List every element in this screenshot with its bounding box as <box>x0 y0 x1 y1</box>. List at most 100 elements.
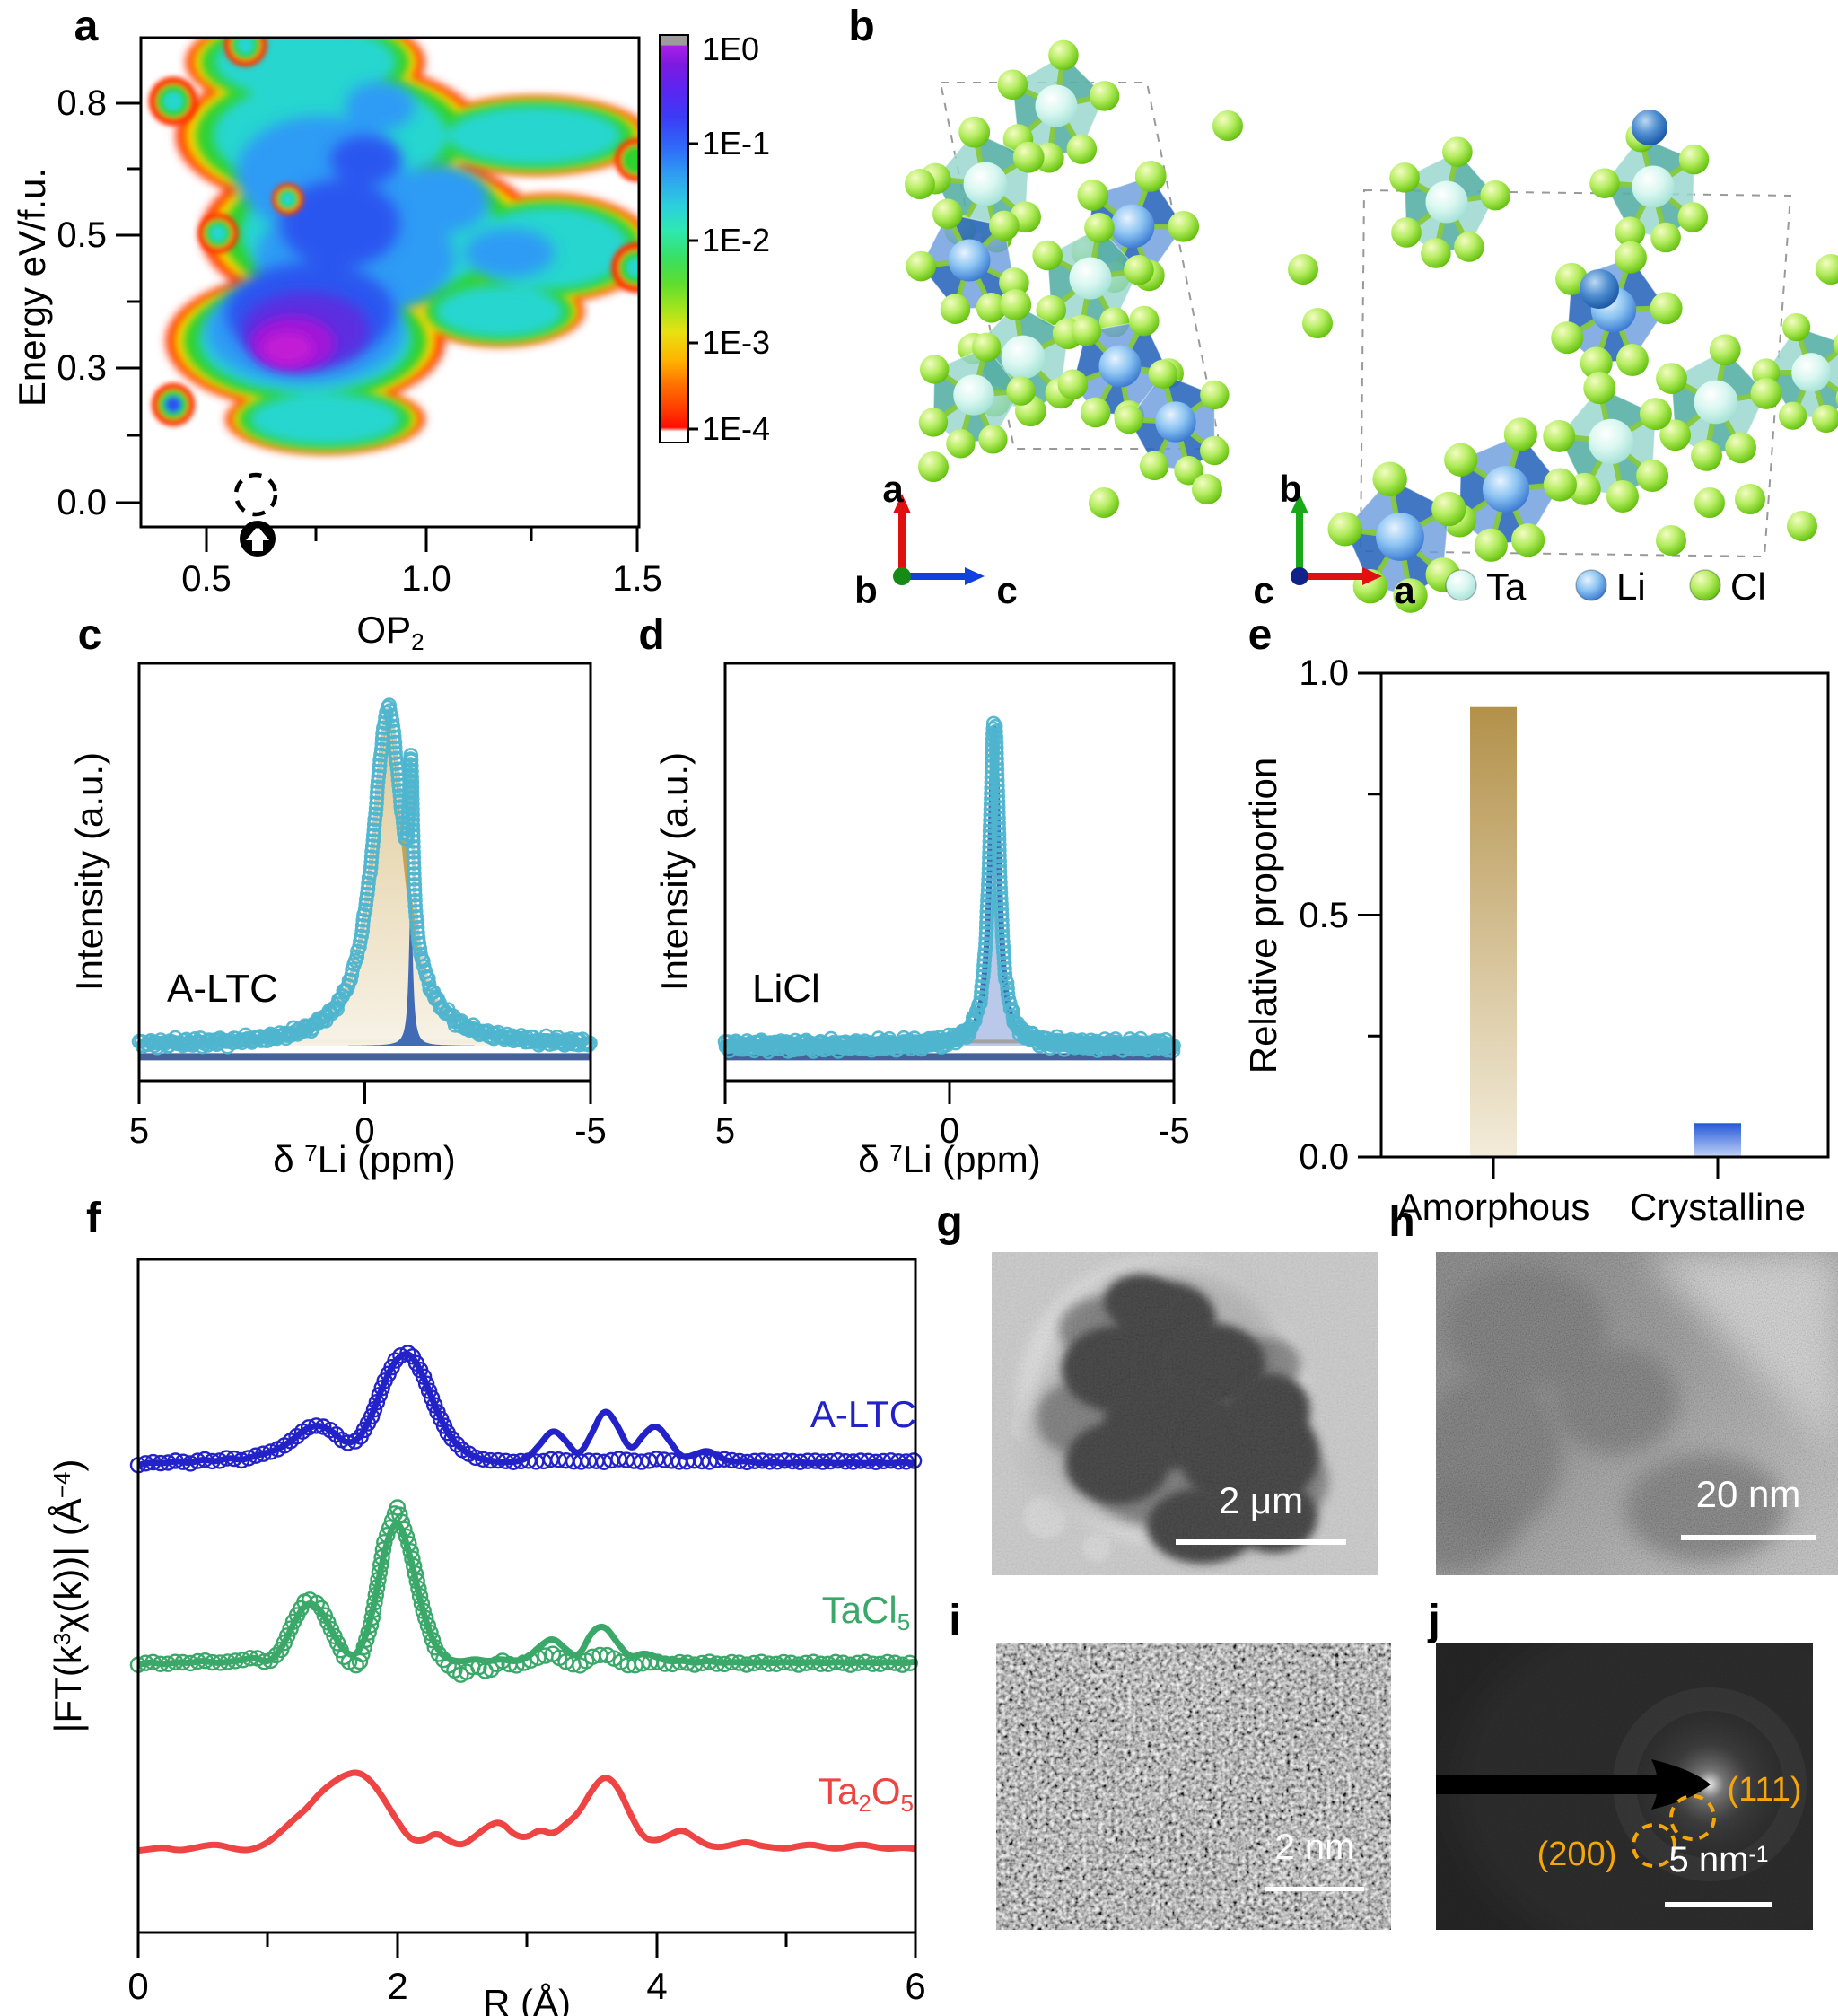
panel-a-xlabel: OP2 <box>356 609 424 655</box>
panel-d-xtick: 0 <box>939 1111 960 1151</box>
panel-i-scalebar-text: 2 nm <box>1274 1828 1355 1867</box>
panel-c-xlabel: δ 7Li (ppm) <box>273 1138 456 1180</box>
Ta-octahedron <box>1589 121 1710 253</box>
panel-f-xtick: 4 <box>646 1965 668 2007</box>
axis-letter-right-right: a <box>1394 569 1415 611</box>
panel-d-spectrum <box>717 662 1181 1104</box>
panel-h-label: h <box>1388 1198 1415 1246</box>
colorbar-tick-label: 1E-3 <box>702 324 771 361</box>
Ta-octahedron <box>918 332 1036 459</box>
Li-octahedron <box>1114 359 1230 486</box>
unit-cell-right <box>1359 188 1792 558</box>
panel-f-label: f <box>86 1195 101 1242</box>
unit-cell-left <box>939 82 1222 450</box>
saed-ring-label-111: (111) <box>1727 1771 1802 1809</box>
panel-e-barchart <box>1358 671 1830 1179</box>
bar-crystalline <box>1694 1123 1741 1157</box>
Li-octahedron <box>1551 241 1683 380</box>
diffraction-ring-111 <box>1669 1794 1716 1841</box>
series-label-0: A-LTC <box>810 1393 917 1435</box>
bar-amorphous <box>1470 706 1517 1157</box>
axis-origin-dot-left <box>893 567 911 585</box>
panel-e-ytick: 1.0 <box>1299 653 1349 693</box>
panel-c-xtick: -5 <box>574 1111 607 1151</box>
panel-a-heatmap <box>116 36 698 557</box>
colorbar <box>659 34 689 443</box>
panel-e-label: e <box>1247 611 1273 659</box>
panel-g-scalebar <box>1176 1539 1346 1545</box>
colorbar-tick-label: 1E0 <box>702 31 760 67</box>
panel-a-ytick: 0.0 <box>57 483 107 522</box>
axis-letter-right-origin: c <box>1253 569 1274 611</box>
Li-octahedron <box>906 198 1029 324</box>
diffraction-ring-200 <box>1632 1823 1676 1868</box>
Li-octahedron <box>1327 461 1466 613</box>
panel-h-scalebar-text: 20 nm <box>1695 1473 1801 1515</box>
panel-f-ylabel: |FT(k3χ(k))| (Å−4) <box>47 1459 89 1733</box>
marked-point-circle <box>233 472 278 517</box>
panel-j-scalebar <box>1665 1902 1772 1907</box>
panel-e-ylabel: Relative proportion <box>1242 757 1284 1074</box>
panel-a-xtick: 1.5 <box>612 559 662 599</box>
axis-letter-left-up: a <box>882 468 904 510</box>
panel-d-xtick: 5 <box>714 1111 736 1151</box>
panel-a-ytick: 0.8 <box>57 83 107 123</box>
panel-a-ylabel: Energy eV/f.u. <box>11 167 53 408</box>
legend-label-Li: Li <box>1616 565 1646 608</box>
panel-c-spectrum <box>131 662 598 1104</box>
Ta-octahedron <box>1752 312 1838 434</box>
panel-a-ytick: 0.5 <box>57 215 107 255</box>
panel-h-scalebar <box>1681 1535 1816 1540</box>
panel-c-annotation: A-LTC <box>167 967 278 1011</box>
panel-j-scalebar-text: 5 nm-1 <box>1668 1840 1769 1880</box>
series-label-2: Ta2O5 <box>818 1770 914 1817</box>
panel-d-xtick: -5 <box>1158 1111 1190 1151</box>
panel-j-label: j <box>1428 1597 1440 1644</box>
panel-c-xtick: 0 <box>354 1111 375 1151</box>
beam-stop-arrow <box>1436 1775 1659 1794</box>
axis-origin-dot-right <box>1291 567 1308 585</box>
panel-a-xtick: 0.5 <box>181 559 232 599</box>
panel-f-xlabel: R (Å) <box>483 1982 571 2016</box>
panel-e-category: Amorphous <box>1396 1186 1590 1228</box>
panel-d-ylabel: Intensity (a.u.) <box>653 751 696 992</box>
panel-e-category: Crystalline <box>1629 1186 1807 1228</box>
panel-h-tem-image <box>1436 1252 1838 1575</box>
panel-d-label: d <box>638 611 665 659</box>
panel-f-xtick: 0 <box>127 1965 149 2007</box>
legend-label-Ta: Ta <box>1486 565 1527 608</box>
panel-a-label: a <box>74 3 99 50</box>
Ta-octahedron <box>1543 372 1672 513</box>
panel-c-xtick: 5 <box>128 1111 150 1151</box>
panel-f-xtick: 2 <box>387 1965 408 2007</box>
legend-label-Cl: Cl <box>1730 565 1766 608</box>
panel-a-ytick: 0.3 <box>57 348 107 388</box>
panel-f-exafs <box>129 1258 923 1958</box>
panel-c-ylabel: Intensity (a.u.) <box>68 751 110 992</box>
panel-e-ytick: 0.5 <box>1299 895 1349 935</box>
colorbar-tick-label: 1E-4 <box>702 410 771 447</box>
colorbar-tick-label: 1E-2 <box>702 222 771 259</box>
panel-g-scalebar-text: 2 μm <box>1218 1479 1304 1521</box>
panel-a-xtick: 1.0 <box>401 559 451 599</box>
panel-d-annotation: LiCl <box>752 967 820 1011</box>
panel-e-ytick: 0.0 <box>1299 1137 1349 1177</box>
axis-letter-left-origin: b <box>854 569 878 611</box>
panel-b-structures <box>893 39 1838 613</box>
panel-b-label: b <box>848 3 875 50</box>
panel-c-label: c <box>77 611 102 659</box>
saed-ring-label-200: (200) <box>1536 1836 1617 1873</box>
panel-i-hrtem-image <box>996 1643 1391 1930</box>
panel-f-xtick: 6 <box>905 1965 926 2007</box>
panel-i-scalebar <box>1265 1887 1364 1891</box>
axis-letter-right-up: b <box>1279 468 1302 510</box>
panel-j-saed-pattern <box>1436 1643 1813 1930</box>
panel-i-label: i <box>949 1597 961 1644</box>
colorbar-tick-label: 1E-1 <box>702 125 771 162</box>
panel-g-label: g <box>936 1198 963 1246</box>
axis-letter-left-right: c <box>996 569 1018 611</box>
panel-d-xlabel: δ 7Li (ppm) <box>858 1138 1041 1180</box>
panel-g-tem-image <box>992 1252 1378 1575</box>
